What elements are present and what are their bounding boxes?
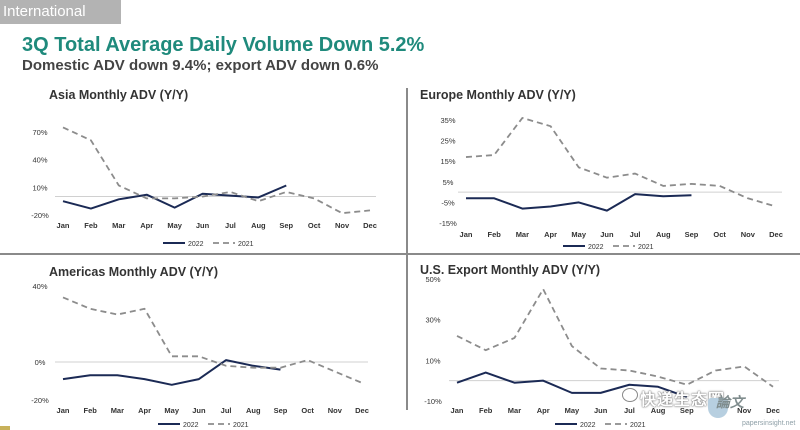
us-export-series-2022: [456, 371, 688, 398]
europe-y-tick: 5%: [443, 178, 454, 187]
europe-x-tick: Dec: [769, 230, 783, 239]
americas-x-tick: Aug: [246, 406, 261, 415]
asia-legend-2021-label: 2021: [238, 241, 254, 248]
europe-legend-2021-label: 2021: [638, 244, 654, 251]
us-export-y-tick: 30%: [425, 316, 440, 325]
americas-x-tick: Jul: [221, 406, 232, 415]
watermark-logo: 論文: [716, 394, 744, 410]
wechat-icon: [622, 388, 638, 402]
us-export-x-tick: Feb: [479, 406, 493, 415]
asia-x-tick: Jul: [225, 221, 236, 230]
americas-x-tick: Mar: [111, 406, 124, 415]
europe-legend-2022-label: 2022: [588, 244, 604, 251]
americas-x-tick: Nov: [328, 406, 343, 415]
watermark-text: 快递生态圈: [640, 392, 726, 409]
europe-x-tick: Aug: [656, 230, 671, 239]
asia-x-tick: Oct: [308, 221, 321, 230]
asia-series-2021: [62, 126, 371, 215]
corner-mark: [0, 426, 10, 430]
chart-title-americas: Americas Monthly ADV (Y/Y): [49, 265, 219, 279]
europe-x-tick: Oct: [713, 230, 726, 239]
asia-x-tick: Sep: [279, 221, 293, 230]
us-export-y-tick: 50%: [425, 275, 440, 284]
asia-series-2022: [62, 184, 287, 210]
asia-y-tick: 70%: [32, 128, 47, 137]
europe-x-tick: Mar: [516, 230, 529, 239]
asia-x-tick: Jun: [196, 221, 210, 230]
europe-x-tick: May: [571, 230, 586, 239]
page-title: 3Q Total Average Daily Volume Down 5.2%: [22, 34, 425, 56]
europe-y-tick: 15%: [440, 157, 455, 166]
us-export-legend-2022-label: 2022: [580, 422, 596, 429]
page-subtitle: Domestic ADV down 9.4%; export ADV down …: [22, 57, 379, 74]
americas-x-tick: May: [164, 406, 179, 415]
americas-x-tick: Sep: [274, 406, 288, 415]
europe-x-tick: Jun: [600, 230, 614, 239]
us-export-y-tick: 10%: [425, 356, 440, 365]
americas-x-tick: Oct: [301, 406, 314, 415]
asia-y-tick: -20%: [31, 211, 49, 220]
americas-x-tick: Jan: [57, 406, 70, 415]
horizontal-divider: [0, 253, 800, 255]
us-export-x-tick: Aug: [651, 406, 666, 415]
europe-x-tick: Jul: [630, 230, 641, 239]
us-export-x-tick: Jan: [451, 406, 464, 415]
asia-x-tick: Nov: [335, 221, 350, 230]
asia-legend-2022-label: 2022: [188, 241, 204, 248]
asia-x-tick: Feb: [84, 221, 98, 230]
americas-y-tick: 0%: [35, 358, 46, 367]
asia-x-tick: Mar: [112, 221, 125, 230]
americas-x-tick: Dec: [355, 406, 369, 415]
europe-x-tick: Sep: [685, 230, 699, 239]
americas-legend-2021-label: 2021: [233, 422, 249, 429]
shield-logo-icon: [708, 398, 728, 418]
us-export-x-tick: May: [565, 406, 580, 415]
americas-x-tick: Jun: [192, 406, 206, 415]
europe-x-tick: Apr: [544, 230, 557, 239]
us-export-x-tick: Dec: [766, 406, 780, 415]
europe-x-tick: Jan: [460, 230, 473, 239]
europe-y-tick: 25%: [440, 137, 455, 146]
americas-x-tick: Feb: [84, 406, 98, 415]
us-export-x-tick: Sep: [680, 406, 694, 415]
asia-x-tick: Dec: [363, 221, 377, 230]
asia-x-tick: May: [167, 221, 182, 230]
us-export-series-2021: [456, 288, 774, 388]
section-tag: International: [0, 0, 121, 24]
us-export-legend-2021-label: 2021: [630, 422, 646, 429]
europe-y-tick: 35%: [440, 116, 455, 125]
chart-title-europe: Europe Monthly ADV (Y/Y): [420, 88, 576, 102]
europe-series-2021: [465, 117, 777, 208]
europe-y-tick: -5%: [441, 198, 455, 207]
americas-series-2022: [62, 359, 281, 386]
vertical-divider: [406, 88, 408, 410]
asia-y-tick: 40%: [32, 156, 47, 165]
us-export-y-tick: -10%: [424, 397, 442, 406]
us-export-x-tick: Apr: [537, 406, 550, 415]
europe-x-tick: Nov: [741, 230, 756, 239]
watermark-site: papersinsight.net: [742, 420, 796, 427]
asia-y-tick: 10%: [32, 183, 47, 192]
us-export-x-tick: Jun: [594, 406, 608, 415]
americas-x-tick: Apr: [138, 406, 151, 415]
us-export-x-tick: Mar: [508, 406, 521, 415]
chart-title-asia: Asia Monthly ADV (Y/Y): [49, 88, 189, 102]
asia-x-tick: Apr: [140, 221, 153, 230]
europe-y-tick: -15%: [439, 219, 457, 228]
us-export-x-tick: Jul: [624, 406, 635, 415]
americas-y-tick: -20%: [31, 396, 49, 405]
americas-series-2021: [62, 296, 363, 384]
asia-x-tick: Aug: [251, 221, 266, 230]
europe-series-2022: [466, 193, 692, 212]
us-export-x-tick: Nov: [737, 406, 752, 415]
americas-legend-2022-label: 2022: [183, 422, 199, 429]
asia-x-tick: Jan: [57, 221, 70, 230]
europe-x-tick: Feb: [488, 230, 502, 239]
chart-title-us-export: U.S. Export Monthly ADV (Y/Y): [420, 263, 601, 277]
americas-y-tick: 40%: [32, 282, 47, 291]
